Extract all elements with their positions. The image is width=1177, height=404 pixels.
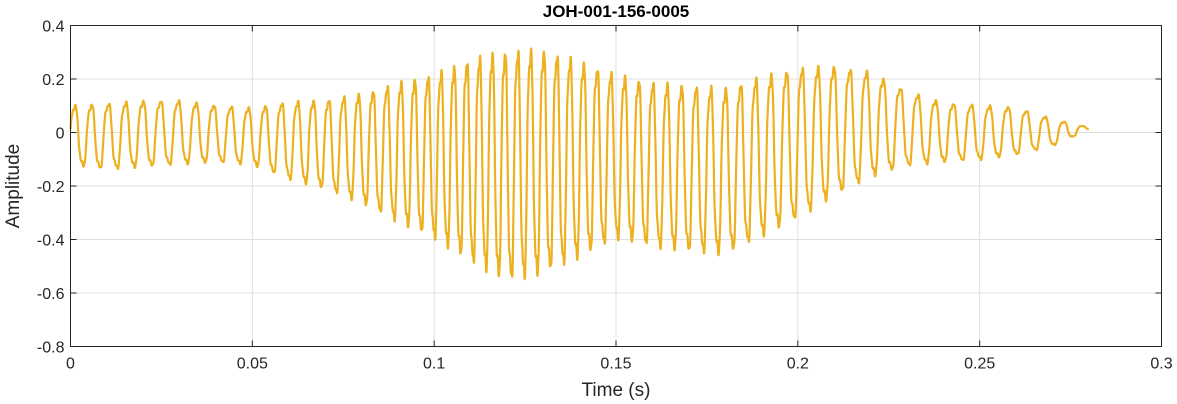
chart-title: JOH-001-156-0005 [543, 2, 689, 21]
y-tick-label: 0 [56, 126, 65, 143]
grid [70, 25, 1162, 347]
x-axis-label: Time (s) [582, 380, 651, 401]
x-tick-label: 0.05 [237, 356, 268, 373]
y-tick-label: 0.4 [42, 19, 64, 36]
y-tick-label: -0.8 [37, 340, 65, 357]
waveform-series [69, 47, 1090, 281]
x-tick-label: 0.25 [964, 356, 995, 373]
y-tick-label: -0.2 [37, 179, 65, 196]
y-axis-label: Amplitude [3, 144, 24, 229]
waveform-line [69, 47, 1090, 281]
x-tick-label: 0.2 [787, 356, 809, 373]
x-tick-label: 0.1 [423, 356, 445, 373]
y-tick-label: 0.2 [42, 72, 64, 89]
x-axis: 0 0.05 0.1 0.15 0.2 0.25 0.3 [66, 25, 1173, 373]
y-tick-label: -0.6 [37, 286, 65, 303]
x-tick-label: 0 [66, 356, 75, 373]
x-tick-label: 0.3 [1150, 356, 1172, 373]
y-axis: -0.8 -0.6 -0.4 -0.2 0 0.2 0.4 [37, 19, 1162, 357]
x-tick-label: 0.15 [600, 356, 631, 373]
y-tick-label: -0.4 [37, 233, 65, 250]
